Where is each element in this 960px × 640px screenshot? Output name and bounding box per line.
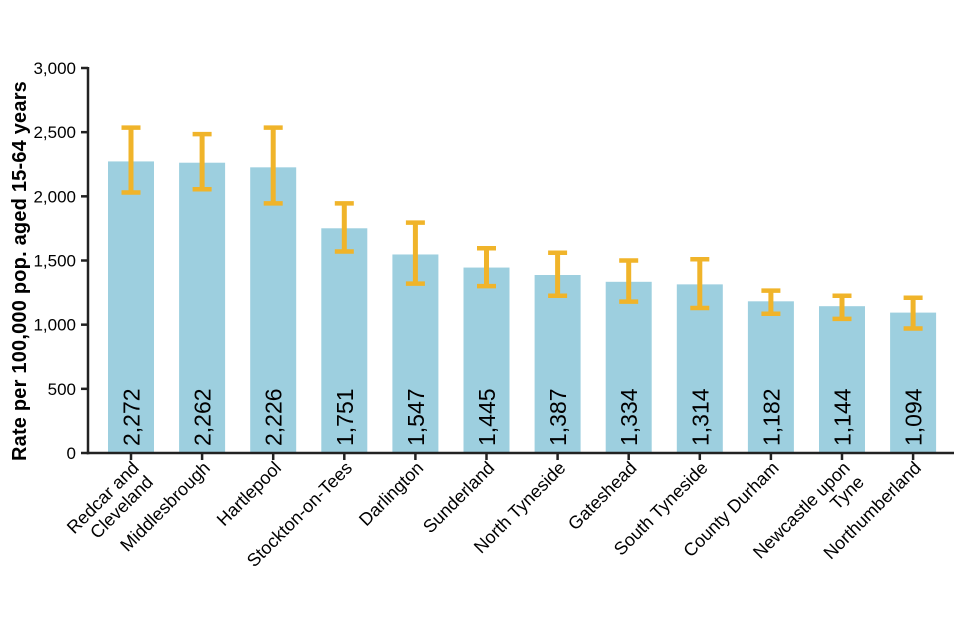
error-bar (619, 258, 639, 304)
bar (819, 306, 865, 453)
bar-value-label: 1,751 (332, 388, 358, 446)
error-bar (761, 288, 781, 317)
error-bar (477, 246, 496, 289)
error-bar (832, 293, 852, 322)
bar-value-label: 2,226 (261, 388, 287, 446)
bar (747, 301, 794, 453)
y-tick-label: 3,000 (33, 59, 76, 78)
bar (321, 228, 368, 453)
bar (108, 161, 154, 453)
x-tick-label: Gateshead (564, 458, 640, 534)
error-bar (548, 250, 568, 299)
bar (179, 162, 226, 453)
x-tick-label: Sunderland (419, 458, 498, 537)
bar-value-label: 1,334 (616, 388, 642, 446)
bar-value-label: 1,094 (901, 388, 927, 446)
bar-value-label: 1,182 (758, 388, 784, 446)
error-bar (334, 201, 354, 254)
x-tick-label: Darlington (355, 458, 427, 530)
bar (605, 281, 652, 453)
bar-value-label: 1,547 (403, 388, 429, 446)
y-tick-label: 1,000 (33, 316, 76, 335)
error-bar (690, 256, 710, 311)
error-bar (405, 220, 425, 286)
y-tick-label: 500 (48, 380, 76, 399)
y-tick-label: 2,500 (33, 123, 76, 142)
error-bar (903, 295, 923, 331)
y-tick-label: 1,500 (33, 252, 76, 271)
bar (534, 275, 581, 453)
bar (676, 284, 723, 453)
bar-value-label: 1,144 (830, 388, 856, 446)
bar (250, 167, 297, 453)
bar-value-label: 2,262 (190, 388, 216, 446)
bar (463, 267, 510, 453)
bar (890, 312, 937, 453)
y-axis-title: Rate per 100,000 pop. aged 15-64 years (9, 80, 31, 462)
error-bar (263, 125, 283, 206)
error-bar (192, 131, 212, 192)
bar-value-label: 1,314 (687, 388, 713, 446)
bar (392, 254, 439, 453)
x-tick-label: Hartlepool (213, 458, 285, 530)
bar-value-label: 1,445 (474, 388, 500, 446)
bar-value-label: 1,387 (545, 388, 571, 446)
bar-value-label: 2,272 (119, 388, 145, 446)
y-tick-label: 2,000 (33, 187, 76, 206)
y-tick-label: 0 (67, 444, 76, 463)
error-bar (121, 125, 141, 195)
